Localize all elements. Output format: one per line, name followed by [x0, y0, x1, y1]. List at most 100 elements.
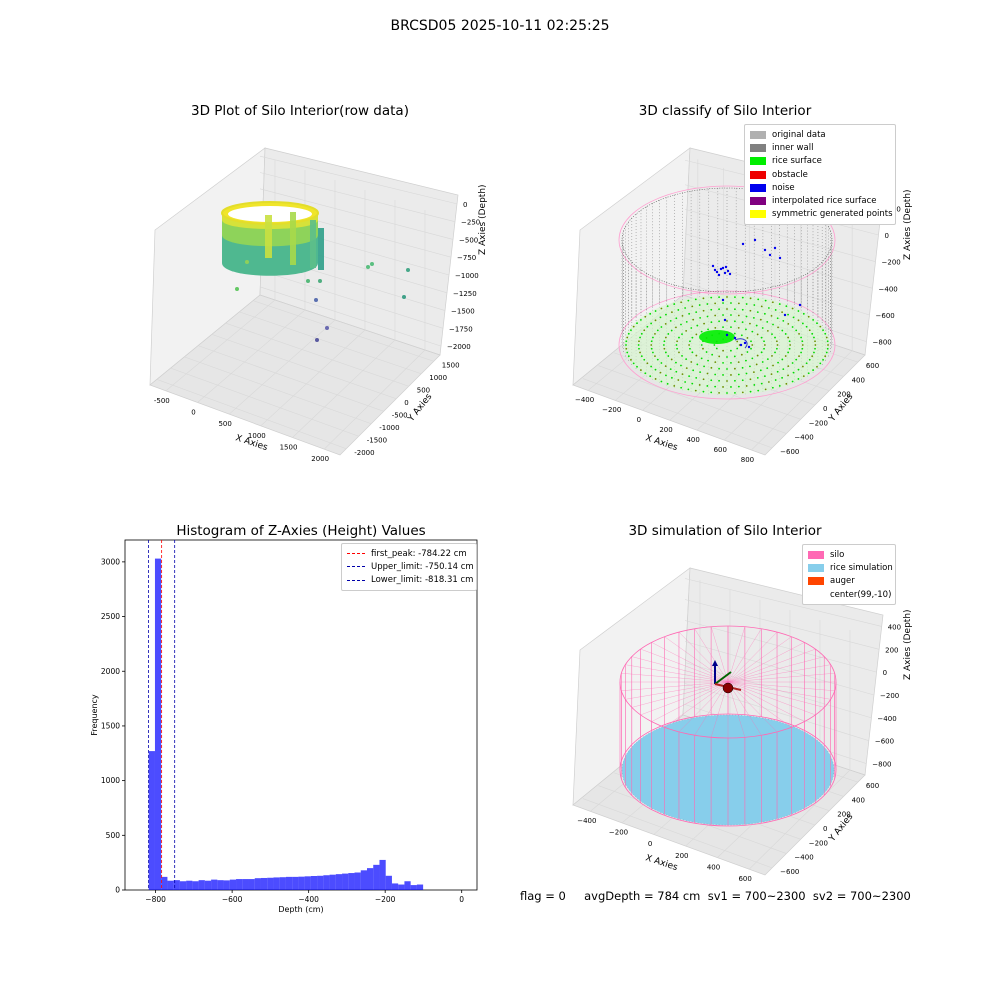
rice-surface-point: [677, 309, 680, 311]
rice-surface-point: [736, 340, 739, 343]
rice-surface-point: [808, 358, 811, 361]
rice-surface-point: [639, 369, 642, 371]
rice-surface-point: [722, 326, 724, 328]
rice-surface-point: [677, 379, 680, 381]
rice-surface-point: [652, 336, 654, 339]
noise-point: [711, 264, 715, 268]
silo-rim-top: [619, 625, 837, 739]
histogram-chart: −800 −600 −400 −200 0 0 500 1000 1500 2000 2500 30…: [90, 539, 478, 914]
rice-surface-point: [718, 379, 720, 382]
rice-surface-point: [734, 391, 736, 394]
rice-surface-point: [700, 357, 703, 360]
silo-wire: [727, 648, 816, 683]
rice-surface-point: [802, 312, 805, 315]
rice-surface-point: [626, 336, 629, 339]
y-tick-label: 1000: [429, 374, 447, 382]
rice-surface-point: [680, 301, 683, 304]
rice-surface-point: [730, 362, 732, 364]
rice-surface-point: [746, 337, 749, 339]
rice-surface-point: [776, 317, 779, 320]
noise-point: [723, 271, 727, 275]
rice-surface-point: [636, 322, 638, 325]
legend-item: center(99,-10): [808, 588, 891, 601]
rice-surface-point: [695, 354, 698, 357]
rice-surface-point: [681, 373, 684, 376]
rice-surface-point: [733, 355, 736, 358]
rice-surface-point: [696, 324, 699, 327]
histogram-bar: [323, 875, 330, 890]
rice-surface-point: [667, 333, 670, 335]
rice-surface-point: [710, 391, 713, 394]
rice-surface-point: [802, 375, 805, 378]
rice-surface-point: [726, 308, 728, 310]
rice-surface-point: [808, 329, 811, 332]
histogram-legend: first_peak: -784.22 cm Upper_limit: -750.…: [341, 543, 477, 591]
y-tick-label: 3000: [101, 557, 120, 566]
rice-surface-point: [819, 362, 822, 365]
rice-surface-point: [770, 373, 773, 376]
rice-surface-point: [782, 320, 785, 322]
raw-plot-title: 3D Plot of Silo Interior(row data): [191, 103, 409, 119]
rice-surface-point: [756, 333, 759, 336]
rice-surface-point: [718, 320, 721, 323]
rice-surface-point: [689, 347, 691, 350]
rice-surface-point: [665, 313, 667, 316]
rice-surface-point: [763, 347, 765, 350]
outlier-point: [315, 338, 319, 342]
rice-surface-point: [710, 379, 713, 382]
rice-surface-point: [814, 344, 817, 346]
legend-swatch: [750, 183, 766, 192]
grid-line: [198, 345, 384, 412]
rice-surface-point: [625, 347, 628, 350]
grid-line: [197, 309, 306, 403]
rice-surface-point: [726, 356, 728, 358]
histogram-bar: [379, 859, 386, 890]
z-tick-label: −500: [459, 236, 478, 244]
rice-surface-point: [730, 314, 732, 316]
legend-label: original data: [772, 129, 826, 140]
rice-surface-point: [706, 372, 709, 375]
rice-surface-point: [756, 376, 759, 379]
rice-surface-point: [749, 322, 751, 325]
rice-surface-point: [643, 358, 646, 361]
rice-surface-point: [763, 340, 765, 343]
rice-surface-point: [669, 320, 672, 322]
rice-surface-point: [827, 344, 829, 346]
rice-surface-point: [753, 304, 756, 306]
rice-surface-point: [749, 297, 752, 300]
rice-surface-point: [714, 314, 717, 317]
outlier-point: [366, 265, 370, 269]
rice-surface-point: [737, 314, 740, 317]
rice-surface-point: [749, 365, 751, 368]
noise-point: [723, 318, 727, 322]
y-tick-label: 500: [417, 386, 430, 394]
rice-surface-point: [722, 302, 724, 304]
rice-surface-point: [814, 347, 816, 350]
rice-surface-point: [684, 381, 687, 383]
rice-surface-point: [659, 371, 662, 374]
rice-surface-point: [730, 349, 732, 352]
rice-surface-point: [714, 326, 717, 329]
y-tick-label: 2000: [101, 667, 120, 676]
rice-surface-point: [650, 347, 653, 350]
rice-surface-point: [675, 361, 677, 364]
rice-surface-point: [766, 329, 769, 332]
histogram-bar: [254, 878, 261, 890]
z-tick-label: 200: [885, 646, 898, 654]
rice-surface-point: [774, 379, 777, 381]
histogram-bar: [204, 880, 212, 890]
rice-surface-point: [707, 359, 709, 362]
rice-surface-point: [702, 347, 704, 350]
rice-surface-point: [812, 319, 815, 321]
histogram-bar: [335, 874, 343, 890]
classify-noise-points: [711, 238, 802, 349]
rice-surface-point: [734, 379, 736, 382]
rice-surface-point: [694, 298, 697, 301]
histogram-bar: [229, 879, 237, 890]
rice-surface-point: [684, 307, 687, 309]
rice-surface-point: [771, 354, 773, 357]
rice-surface-point: [764, 299, 767, 302]
z-tick-label: −2000: [447, 343, 471, 351]
rice-surface-point: [660, 326, 663, 328]
